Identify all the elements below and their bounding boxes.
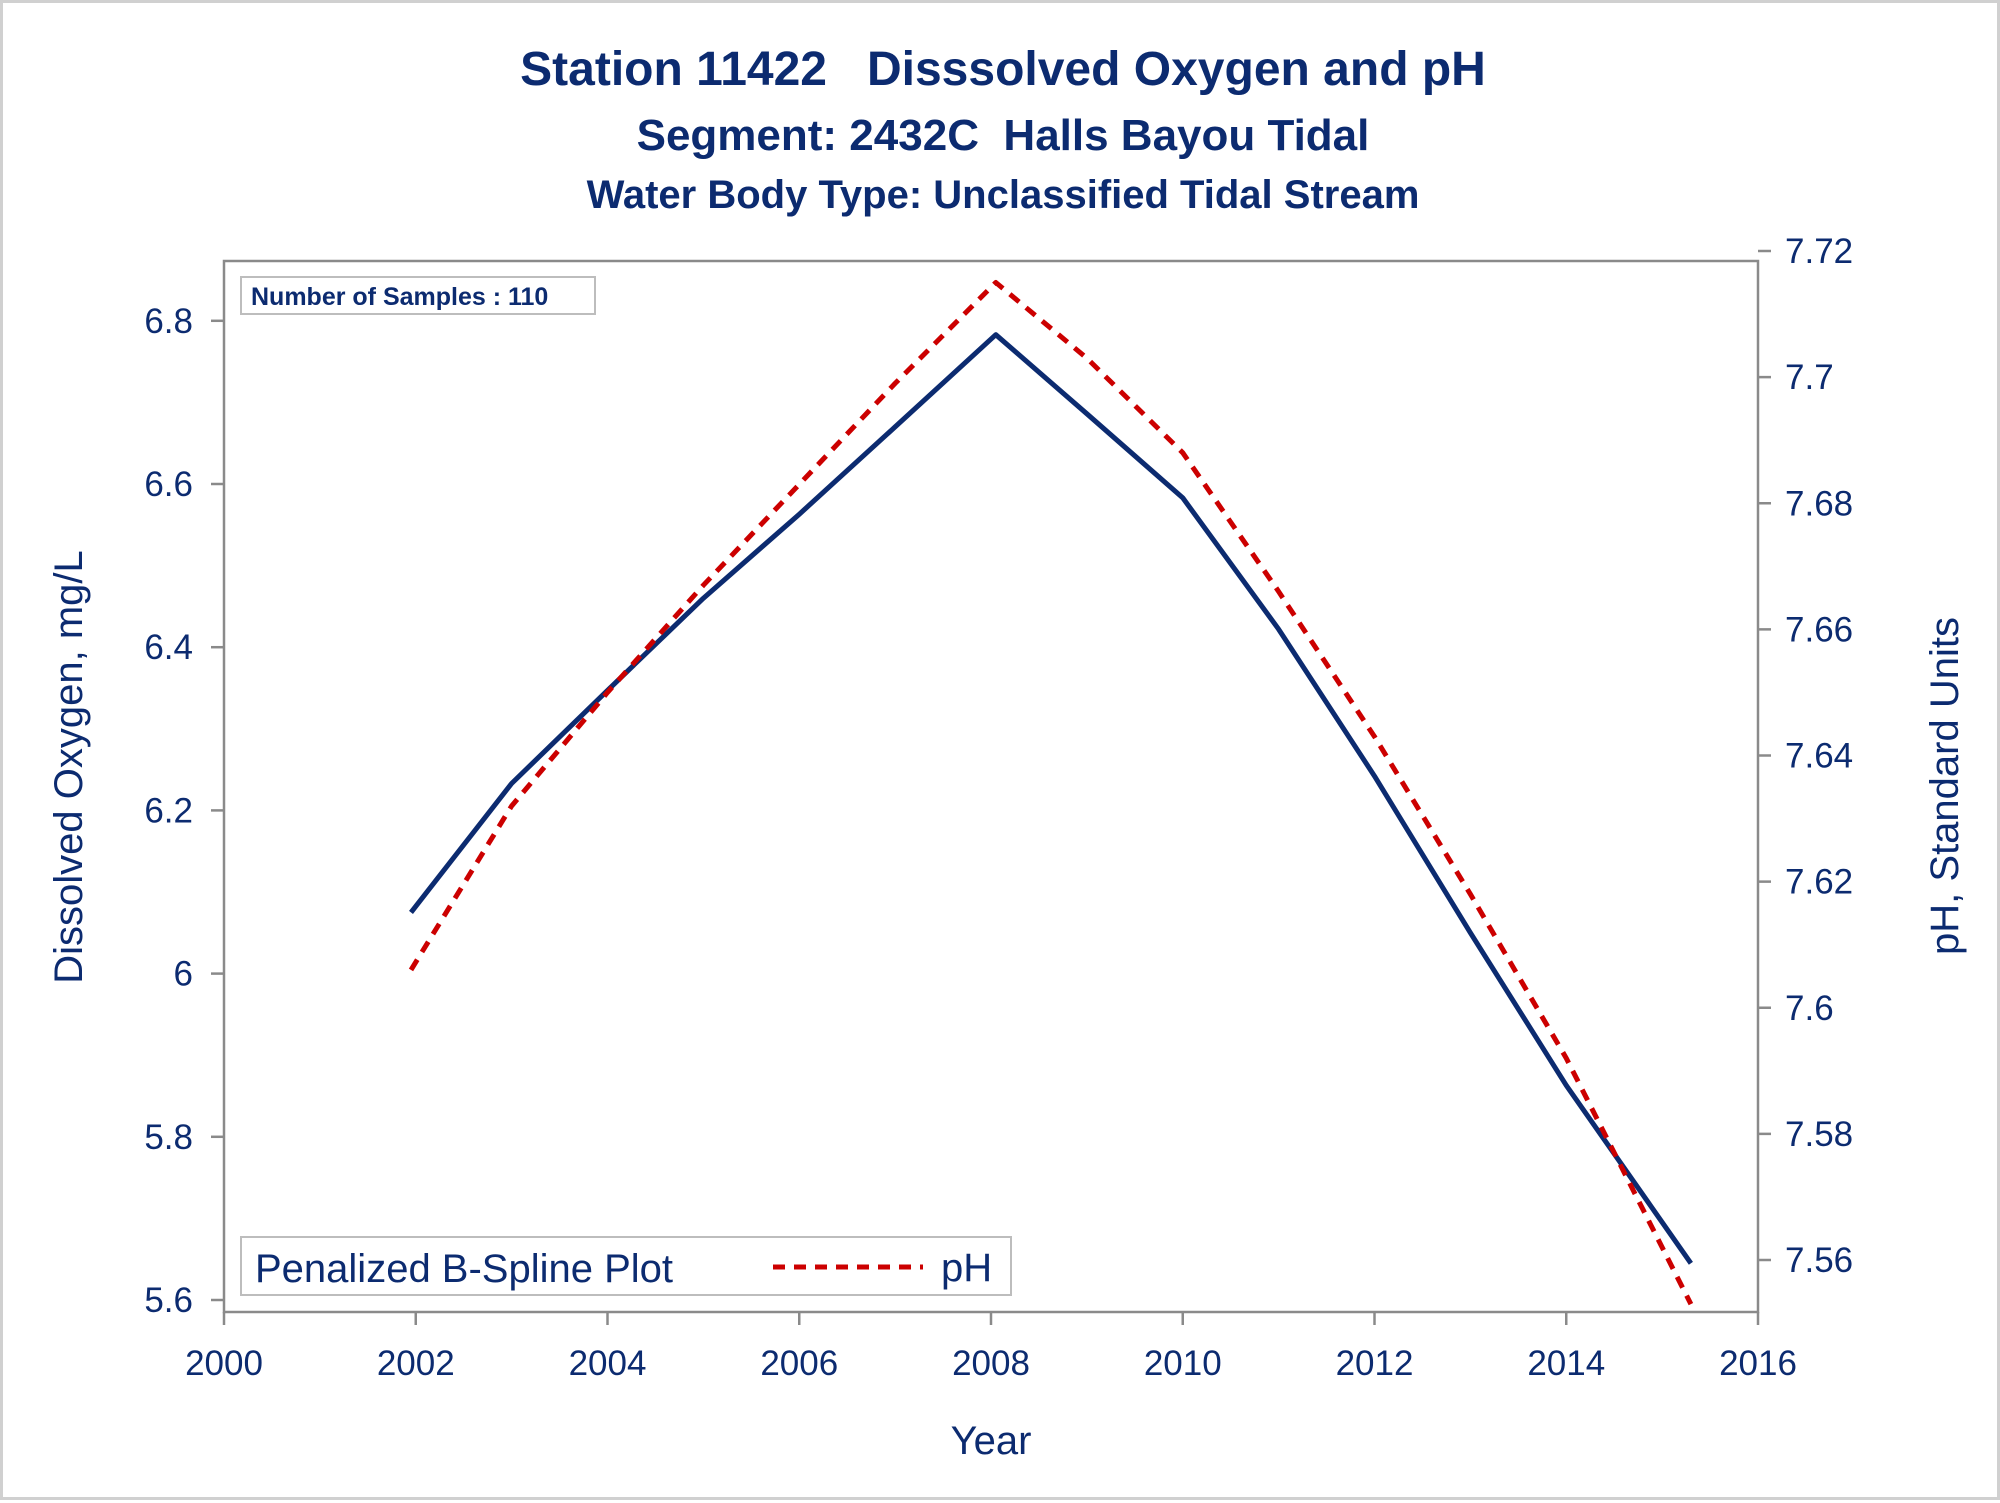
sample-count-box [240,276,596,315]
legend: Penalized B-Spline Plot pH [240,1236,1012,1296]
legend-box [240,1236,1012,1296]
y-left-tick-label: 5.8 [144,1118,193,1157]
y-right-tick-label: 7.72 [1785,232,1853,271]
x-tick-label: 2012 [1336,1344,1414,1383]
chart-subtitle-2: Water Body Type: Unclassified Tidal Stre… [587,173,1420,217]
x-tick-label: 2008 [952,1344,1030,1383]
x-tick-label: 2004 [569,1344,647,1383]
x-tick-label: 2010 [1144,1344,1222,1383]
y-left-tick-label: 6.4 [144,628,193,667]
y-left-tick-label: 6.2 [144,791,193,830]
x-axis-label: Year [951,1419,1032,1463]
x-tick-label: 2014 [1527,1344,1605,1383]
chart-svg: Station 11422 Disssolved Oxygen and pH S… [47,43,1967,1463]
chart-title: Station 11422 Disssolved Oxygen and pH [520,43,1486,96]
y-left-tick-label: 5.6 [144,1281,193,1320]
y-right-tick-label: 7.6 [1785,989,1834,1028]
y-axis-left-label: Dissolved Oxygen, mg/L [47,550,91,984]
x-axis: 2000 2002 2004 2006 2008 2010 2012 2014 2016 [185,1312,1797,1383]
series-layer [408,280,1694,1306]
legend-label-ph: pH [941,1246,992,1290]
y-right-tick-label: 7.56 [1785,1241,1853,1280]
x-tick-label: 2000 [185,1344,263,1383]
y-right-tick-label: 7.58 [1785,1115,1853,1154]
sample-count-inset: Number of Samples : 110 [240,276,596,315]
y-right-tick-label: 7.66 [1785,610,1853,649]
y-left-tick-label: 6.8 [144,302,193,341]
y-right-tick-label: 7.62 [1785,863,1853,902]
y-left-tick-label: 6 [174,955,193,994]
x-tick-label: 2016 [1719,1344,1797,1383]
chart-subtitle: Segment: 2432C Halls Bayou Tidal [637,111,1370,160]
y-right-tick-label: 7.68 [1785,484,1853,523]
y-left-tick-label: 6.6 [144,465,193,504]
x-tick-label: 2002 [377,1344,455,1383]
y-axis-left: 5.6 5.8 6 6.2 6.4 6.6 6.8 [144,302,224,1320]
y-right-tick-label: 7.7 [1785,358,1834,397]
sample-count-text: Number of Samples : 110 [251,283,548,311]
ph-series-line [408,280,1694,1306]
y-axis-right-label: pH, Standard Units [1923,617,1967,955]
y-axis-right: 7.56 7.58 7.6 7.62 7.64 7.66 7.68 7.7 7.72 [1758,232,1853,1280]
legend-title: Penalized B-Spline Plot [255,1247,673,1291]
plot-area-frame [222,259,1760,1314]
dissolved-oxygen-series-line [409,332,1693,1265]
y-right-tick-label: 7.64 [1785,737,1853,776]
x-tick-label: 2006 [760,1344,838,1383]
